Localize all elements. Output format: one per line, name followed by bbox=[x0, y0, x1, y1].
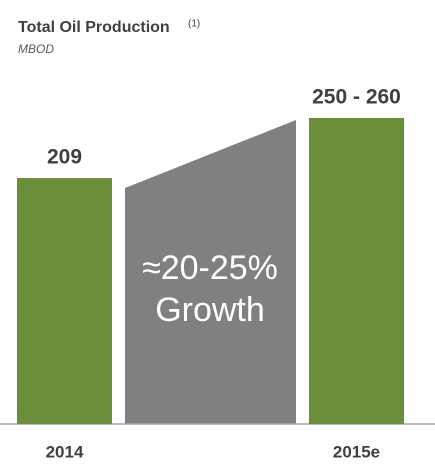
value-label: 209 bbox=[47, 146, 82, 169]
annotation: Growth bbox=[155, 291, 265, 329]
bar bbox=[17, 178, 112, 424]
annotation: ≈20-25% bbox=[142, 249, 278, 287]
chart-subtitle: MBOD bbox=[18, 42, 54, 56]
x-tick-label: 2014 bbox=[46, 442, 84, 461]
growth-shape bbox=[125, 120, 296, 424]
value-label: 250 - 260 bbox=[312, 86, 401, 109]
bar bbox=[309, 118, 404, 424]
chart-title: Total Oil Production bbox=[18, 19, 170, 36]
x-tick-label: 2015e bbox=[333, 442, 380, 461]
title-note: (1) bbox=[188, 19, 200, 30]
